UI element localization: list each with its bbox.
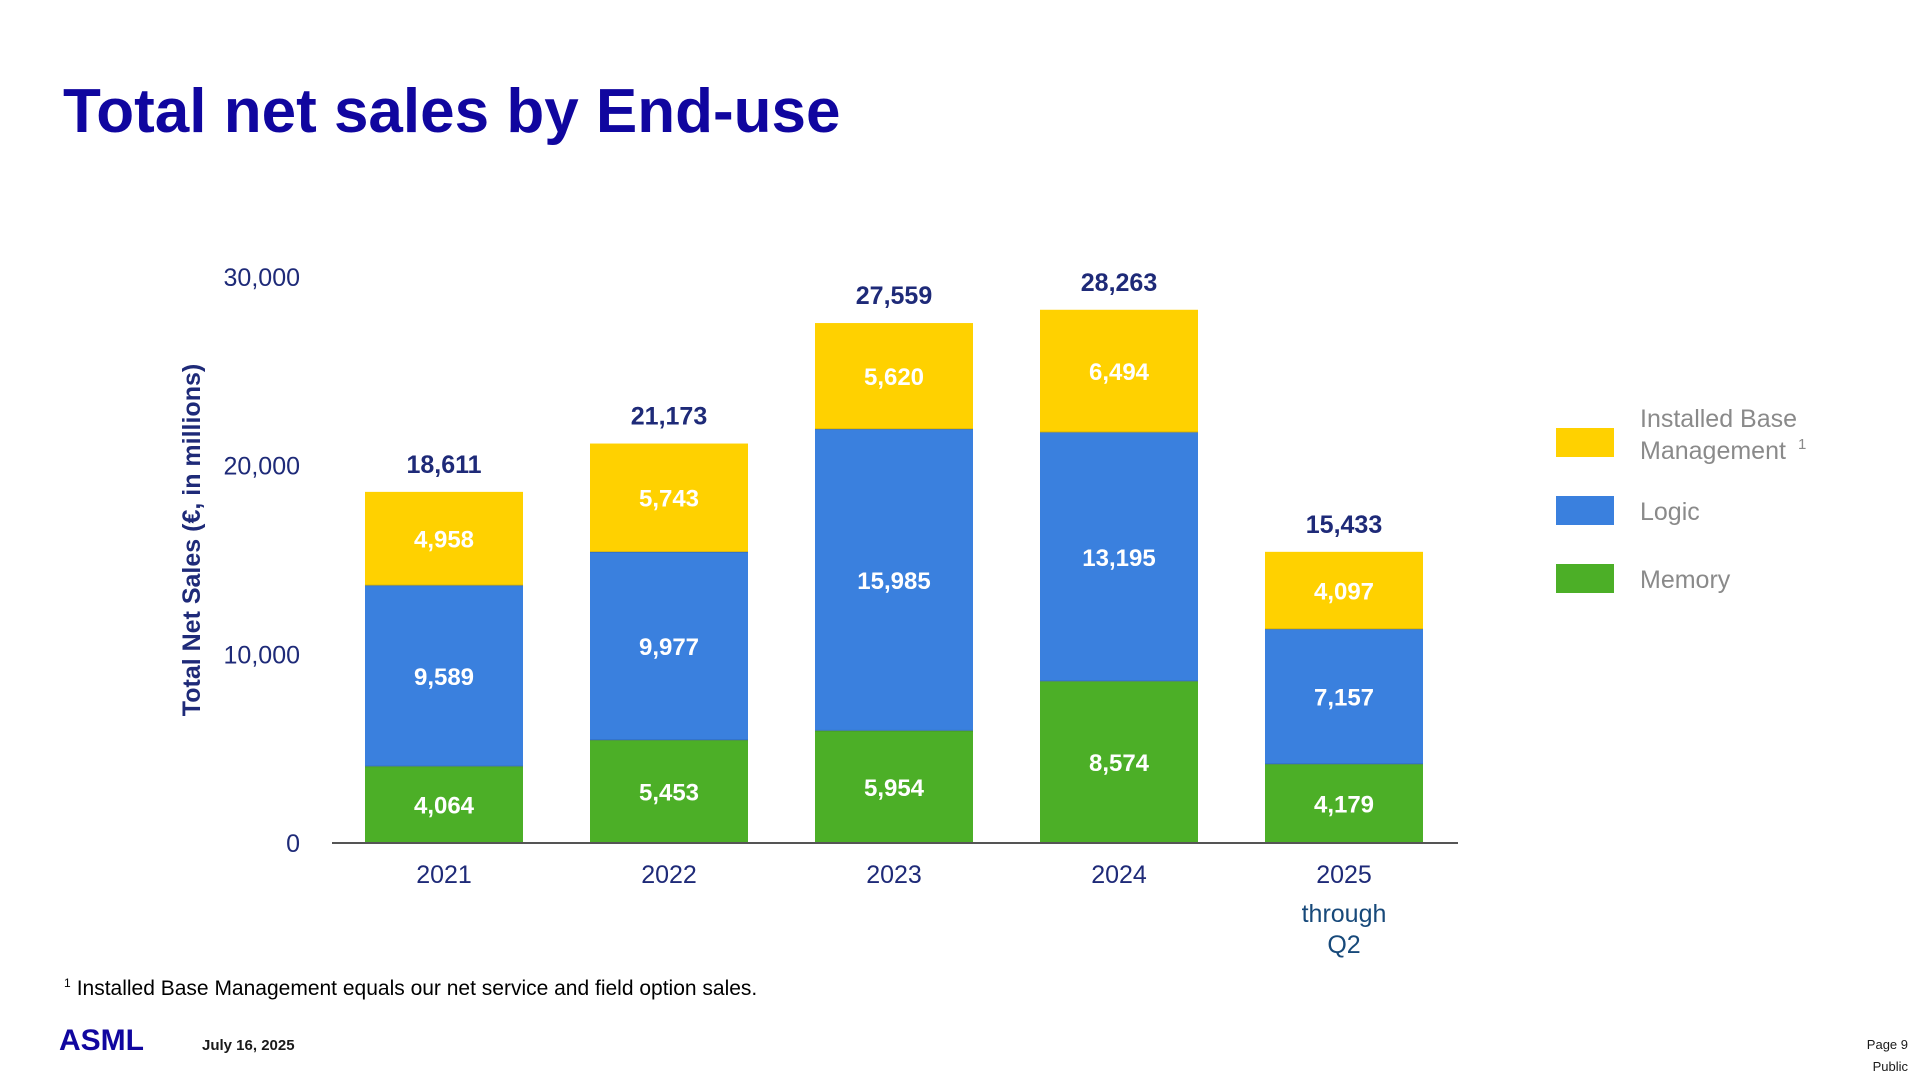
data-label: 4,958 xyxy=(414,527,474,554)
bar-segment xyxy=(1265,551,1423,630)
bar-segment xyxy=(1040,309,1198,433)
legend-label: Management xyxy=(1640,437,1786,465)
legend-label: Installed Base xyxy=(1640,405,1797,433)
x-tick-label: 2023 xyxy=(866,861,922,889)
y-tick-label: 30,000 xyxy=(224,264,300,292)
bar-segment xyxy=(365,491,523,586)
x-tick-sublabel: through xyxy=(1302,900,1387,928)
x-tick-label: 2021 xyxy=(416,861,472,889)
y-tick-label: 20,000 xyxy=(224,453,300,481)
data-label: 6,494 xyxy=(1089,359,1150,386)
footnote-marker: 1 xyxy=(64,976,71,990)
x-tick-label: 2022 xyxy=(641,861,697,889)
total-label: 21,173 xyxy=(631,403,707,431)
bar-segment xyxy=(365,585,523,767)
y-tick-label: 0 xyxy=(286,830,300,858)
data-label: 5,743 xyxy=(639,486,699,513)
bar-segment xyxy=(815,730,973,843)
bar-segment xyxy=(590,443,748,552)
bar-segment xyxy=(365,766,523,843)
data-label: 7,157 xyxy=(1314,685,1374,712)
bar-segment xyxy=(1265,764,1423,843)
stacked-bar-chart: Total Net Sales (€, in millions) 0 10,000 2… xyxy=(178,264,1806,959)
y-axis-label: Total Net Sales (€, in millions) xyxy=(178,364,206,716)
legend-label: Memory xyxy=(1640,566,1731,594)
data-label: 15,985 xyxy=(857,568,930,595)
legend-label: Logic xyxy=(1640,498,1700,526)
total-label: 27,559 xyxy=(856,282,932,310)
legend-swatch xyxy=(1556,496,1614,525)
x-tick-label: 2025 xyxy=(1316,861,1372,889)
data-label: 4,097 xyxy=(1314,578,1374,605)
legend-superscript: 1 xyxy=(1798,436,1806,453)
data-label: 5,620 xyxy=(864,364,924,391)
data-label: 5,453 xyxy=(639,780,699,807)
bar-segment xyxy=(815,429,973,731)
total-label: 15,433 xyxy=(1306,511,1382,539)
total-label: 18,611 xyxy=(406,451,481,479)
asml-logo: ASML xyxy=(59,1024,144,1057)
page-title: Total net sales by End-use xyxy=(63,77,841,146)
bar-segment xyxy=(1265,629,1423,765)
footnote-text: Installed Base Management equals our net… xyxy=(76,977,758,1000)
data-label: 8,574 xyxy=(1089,750,1150,777)
bar-segment xyxy=(815,323,973,430)
data-label: 5,954 xyxy=(864,775,925,802)
data-label: 9,977 xyxy=(639,634,699,661)
bar-segment xyxy=(590,551,748,741)
x-tick-label: 2024 xyxy=(1091,861,1147,889)
total-label: 28,263 xyxy=(1081,269,1157,297)
x-tick-sublabel: Q2 xyxy=(1327,931,1360,959)
bar-segment xyxy=(1040,681,1198,843)
page-number: Page 9 xyxy=(1866,1037,1908,1052)
legend-swatch xyxy=(1556,428,1614,457)
classification-label: Public xyxy=(1872,1059,1908,1074)
data-label: 4,179 xyxy=(1314,792,1374,819)
presentation-date: July 16, 2025 xyxy=(202,1037,295,1054)
footnote: 1 Installed Base Management equals our ne… xyxy=(64,976,757,1001)
bar-segment xyxy=(590,740,748,843)
data-label: 4,064 xyxy=(414,793,475,820)
bar-segment xyxy=(1040,432,1198,682)
legend-swatch xyxy=(1556,564,1614,593)
data-label: 9,589 xyxy=(414,664,474,691)
y-tick-label: 10,000 xyxy=(224,641,300,669)
data-label: 13,195 xyxy=(1082,545,1155,572)
